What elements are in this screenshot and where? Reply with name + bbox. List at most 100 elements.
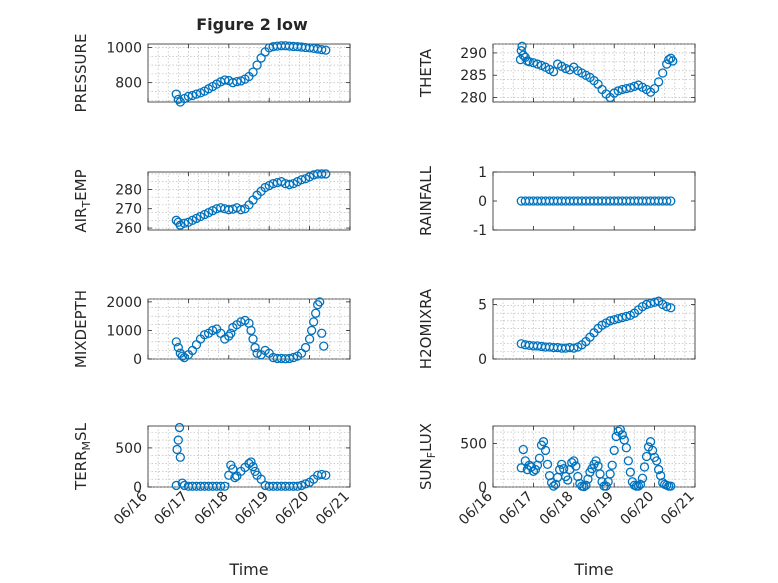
panel-air_temp: 260 270 280 AIRTEMP: [72, 169, 351, 237]
data-point: [172, 444, 182, 455]
ytick-label: 1000: [106, 41, 142, 57]
data-point: [534, 453, 545, 463]
data-point: [569, 343, 579, 353]
data-point: [296, 480, 307, 491]
data-point: [187, 90, 198, 101]
data-point: [621, 83, 631, 94]
data-point: [633, 481, 644, 491]
data-point: [220, 75, 230, 85]
data-point: [300, 342, 311, 353]
data-point: [288, 352, 299, 363]
data-point: [317, 44, 327, 55]
data-point: [179, 218, 190, 228]
ytick-label: 500: [460, 436, 487, 452]
data-point: [538, 437, 549, 447]
xlabel-terr_msl: Time: [228, 560, 268, 579]
data-point: [317, 169, 327, 179]
data-point: [605, 469, 615, 479]
data-point: [532, 59, 543, 69]
data-point: [625, 83, 636, 93]
figure-title: Figure 2 low: [196, 15, 308, 34]
data-point: [591, 456, 601, 466]
data-point: [666, 196, 676, 206]
data-point: [224, 331, 234, 341]
ytick-label: 800: [115, 76, 142, 92]
data-point: [306, 325, 317, 336]
xtick-label: 06/18: [192, 489, 232, 529]
data-point: [555, 464, 565, 475]
data-point: [252, 60, 262, 70]
data-point: [516, 463, 526, 473]
data-point: [540, 445, 551, 456]
xtick-label: 06/19: [232, 489, 272, 529]
data-point: [569, 456, 579, 466]
data-point: [230, 472, 240, 483]
data-point: [649, 83, 660, 94]
data-point: [296, 175, 307, 185]
xtick-label: 06/17: [151, 489, 191, 529]
data-point: [662, 196, 672, 206]
data-point: [516, 46, 526, 56]
panel-sun_flux: 0 500 06/16 06/17 06/18 06/19 06/20 06/21 SUNFLU…: [417, 423, 698, 579]
data-point: [557, 459, 567, 469]
data-point: [601, 481, 611, 491]
data-point: [232, 76, 242, 87]
data-point: [226, 328, 236, 338]
data-point: [321, 470, 331, 480]
data-point: [518, 444, 528, 455]
xtick-label: 06/17: [496, 489, 536, 529]
ytick-label: 280: [115, 182, 142, 198]
xtick-label: 06/16: [456, 488, 496, 528]
data-point: [228, 464, 238, 474]
data-point: [207, 325, 218, 336]
data-point: [250, 342, 260, 353]
data-point: [668, 56, 678, 66]
data-point: [579, 481, 589, 492]
xtick-label: 06/20: [273, 489, 313, 529]
data-point: [635, 479, 646, 490]
ytick-label: 0: [478, 352, 487, 368]
data-point: [613, 86, 623, 96]
data-point: [528, 58, 539, 68]
ytick-label: 290: [460, 46, 487, 62]
data-point: [321, 169, 331, 179]
ytick-label: 0: [478, 194, 487, 210]
data-point: [313, 300, 323, 310]
data-point: [173, 435, 183, 445]
panel-mixdepth: 0 1000 2000 MIXDEPTH: [72, 290, 351, 368]
ytick-label: 0: [133, 352, 142, 368]
data-point: [321, 45, 331, 55]
data-point: [199, 330, 210, 340]
data-point: [662, 301, 672, 312]
data-point: [653, 464, 664, 475]
data-point: [653, 77, 664, 87]
ylabel-sun_flux: SUNFLUX: [417, 423, 438, 490]
data-point: [609, 445, 619, 456]
data-point: [284, 353, 295, 364]
data-point: [625, 467, 636, 477]
data-point: [246, 325, 256, 336]
data-point: [517, 41, 527, 51]
xtick-label: 06/19: [577, 489, 617, 529]
data-point: [530, 464, 541, 475]
data-point: [292, 481, 303, 491]
ytick-label: 270: [115, 202, 142, 218]
ylabel-theta: THETA: [417, 48, 435, 98]
data-point: [220, 481, 230, 491]
data-point: [248, 334, 258, 344]
data-point: [617, 430, 627, 440]
data-point: [666, 303, 676, 313]
data-point: [173, 94, 183, 105]
xtick-label: 06/21: [313, 489, 353, 529]
data-point: [639, 462, 650, 472]
ytick-label: -1: [473, 223, 487, 239]
data-point: [174, 422, 185, 433]
data-point: [319, 341, 329, 351]
data-point: [548, 67, 559, 77]
data-point: [645, 437, 656, 447]
xtick-label: 06/21: [658, 489, 698, 529]
ytick-label: 260: [115, 221, 142, 237]
data-point: [236, 205, 246, 215]
data-point: [587, 464, 597, 474]
